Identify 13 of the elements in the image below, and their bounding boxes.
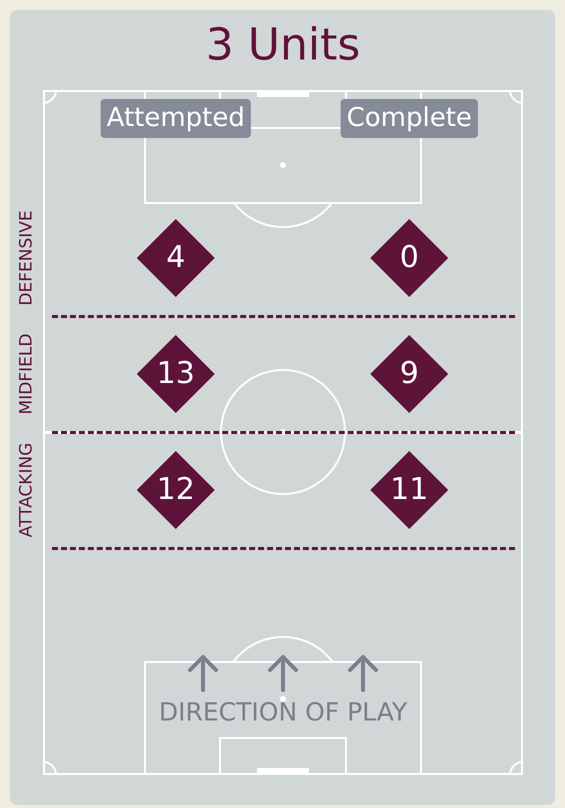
data-label: 13	[156, 356, 195, 391]
x-tick-label: Attempted	[106, 102, 245, 133]
data-label: 9	[400, 356, 419, 391]
text: DIRECTION OF PLAY	[158, 698, 408, 726]
y-tick-label: MIDFIELD	[16, 334, 36, 414]
data-label: 4	[166, 240, 186, 275]
data-label: 11	[390, 472, 428, 507]
y-tick-label: DEFENSIVE	[16, 210, 36, 306]
data-label: 12	[156, 472, 195, 507]
chart-title: 3 Units	[206, 19, 360, 70]
data-label: 0	[400, 240, 419, 275]
y-tick-label: ATTACKING	[16, 442, 36, 538]
x-tick-label: Complete	[346, 102, 472, 133]
